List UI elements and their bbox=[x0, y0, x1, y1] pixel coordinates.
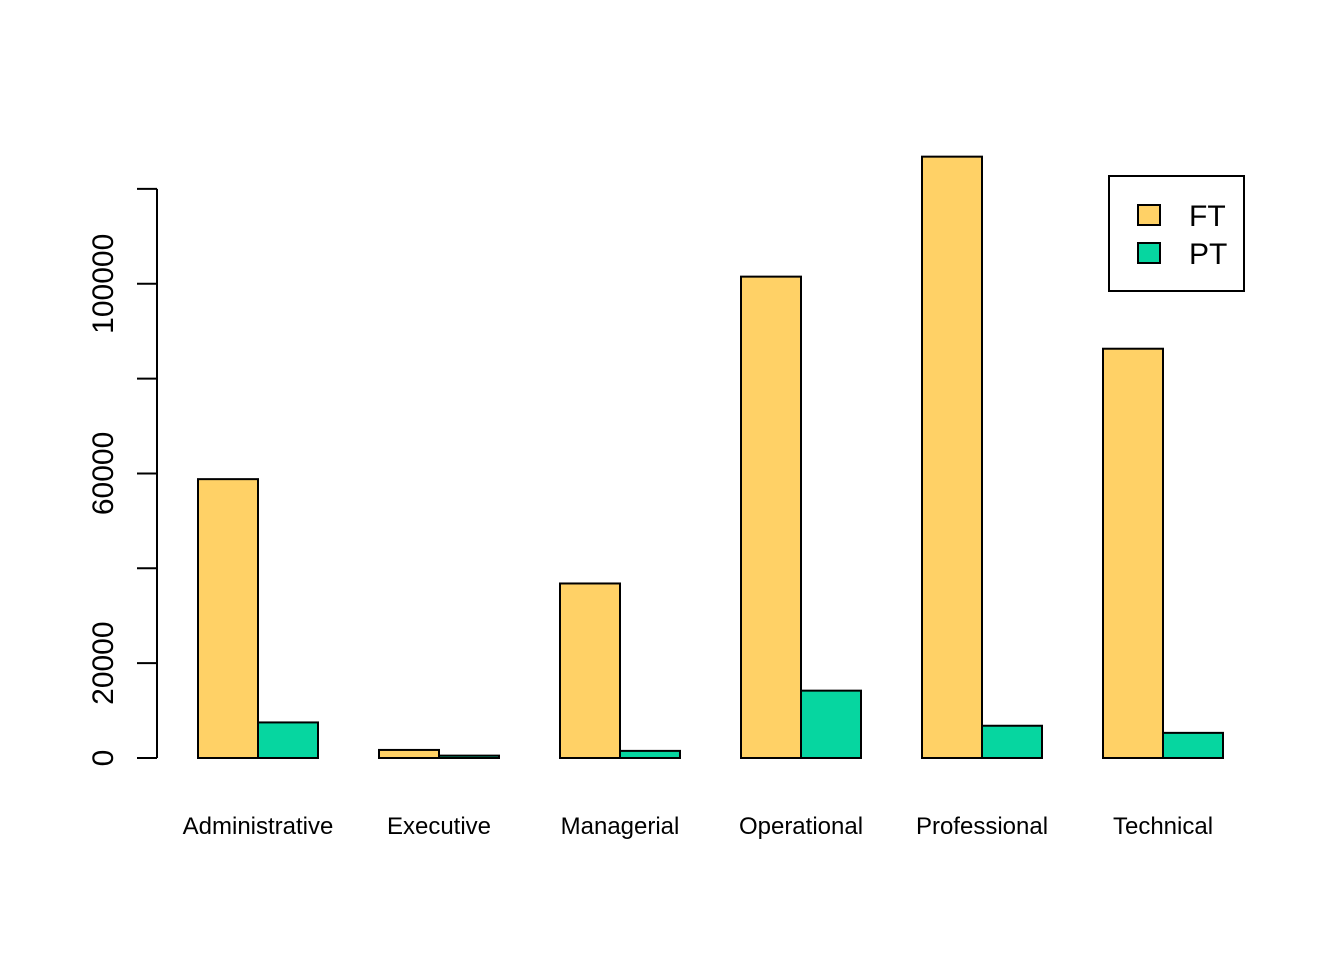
bar-ft-operational bbox=[740, 275, 802, 759]
y-tick-label: 20000 bbox=[87, 621, 120, 704]
bar-ft-executive bbox=[378, 748, 440, 759]
x-tick-label: Managerial bbox=[561, 813, 680, 840]
bar-pt-professional bbox=[981, 724, 1043, 759]
legend-box bbox=[1108, 175, 1245, 292]
bar-pt-administrative bbox=[257, 721, 319, 760]
bar-ft-technical bbox=[1102, 347, 1164, 759]
legend-label-pt: PT bbox=[1189, 238, 1227, 271]
bars-group bbox=[197, 155, 1224, 760]
legend: FT PT bbox=[1108, 175, 1245, 292]
bar-pt-technical bbox=[1162, 731, 1224, 759]
bar-pt-operational bbox=[800, 689, 862, 759]
y-tick-label: 100000 bbox=[87, 234, 120, 334]
x-tick-label: Administrative bbox=[183, 813, 334, 840]
bar-ft-managerial bbox=[559, 582, 621, 760]
y-tick-label: 60000 bbox=[87, 432, 120, 515]
bar-ft-professional bbox=[921, 155, 983, 759]
y-axis: 0 20000 60000 100000 bbox=[87, 187, 158, 767]
legend-swatch-pt bbox=[1137, 242, 1161, 264]
x-tick-label: Professional bbox=[916, 813, 1048, 840]
bar-pt-managerial bbox=[619, 749, 681, 759]
legend-swatch-ft bbox=[1137, 204, 1161, 226]
x-axis-labels: Administrative Executive Managerial Operati… bbox=[183, 813, 1213, 840]
x-tick-label: Operational bbox=[739, 813, 863, 840]
bar-pt-executive bbox=[438, 754, 500, 759]
x-tick-label: Technical bbox=[1113, 813, 1213, 840]
x-tick-label: Executive bbox=[387, 813, 491, 840]
legend-label-ft: FT bbox=[1189, 200, 1226, 233]
y-tick-label: 0 bbox=[87, 750, 120, 767]
bar-ft-administrative bbox=[197, 478, 259, 759]
